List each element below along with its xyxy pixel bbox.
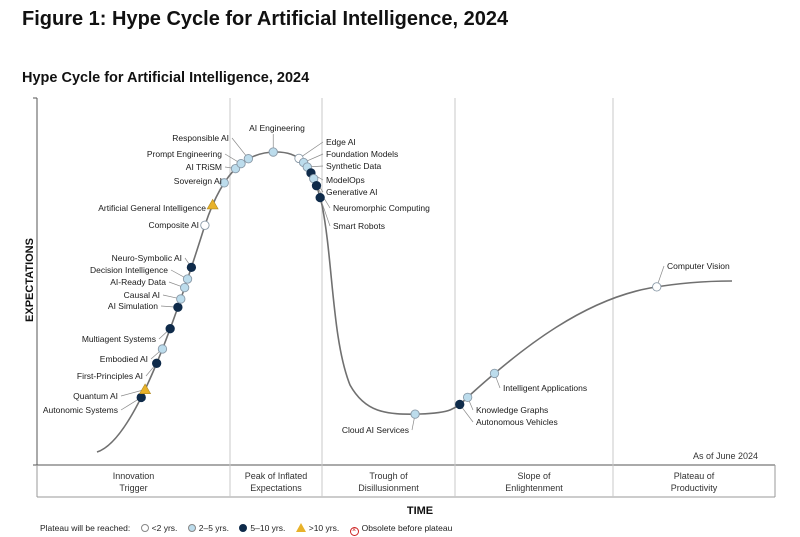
legend-lt2-icon — [140, 524, 149, 532]
marker-5to10-yrs — [165, 324, 175, 334]
marker-lt2-yrs — [652, 282, 662, 292]
technology-label: First-Principles AI — [77, 371, 143, 381]
marker-5to10-yrs — [311, 181, 322, 191]
legend-gt10-icon — [295, 523, 306, 532]
technology-label: Foundation Models — [326, 149, 398, 159]
legend-item: >10 yrs. — [308, 523, 340, 533]
technology-label: Causal AI — [124, 290, 160, 300]
phase-label: Expectations — [250, 483, 302, 493]
technology-label: Edge AI — [326, 137, 356, 147]
chart-frame — [33, 97, 776, 498]
marker-5to10-yrs — [136, 392, 146, 403]
hype-curve — [96, 151, 733, 453]
marker-2to5-yrs — [489, 368, 500, 379]
technology-label: Quantum AI — [73, 391, 118, 401]
legend-item: 2–5 yrs. — [198, 523, 230, 533]
marker-2to5-yrs — [182, 274, 193, 284]
as-of-note: As of June 2024 — [693, 451, 758, 461]
legend-2to5-icon — [187, 524, 196, 532]
technology-label: Autonomic Systems — [43, 405, 118, 415]
legend-item: <2 yrs. — [151, 523, 178, 533]
marker-2to5-yrs — [176, 294, 186, 304]
technology-label: ModelOps — [326, 175, 365, 185]
marker-5to10-yrs — [455, 399, 465, 410]
marker-lt2-yrs — [200, 220, 210, 230]
phase-label: Productivity — [671, 483, 718, 493]
marker-2to5-yrs — [410, 409, 420, 419]
chart-title: Hype Cycle for Artificial Intelligence, … — [22, 70, 310, 86]
technology-label: Synthetic Data — [326, 161, 382, 171]
phase-label: Peak of Inflated — [245, 471, 308, 481]
technology-label: Neuro-Symbolic AI — [112, 253, 182, 263]
technology-markers — [136, 147, 662, 419]
marker-gt10-yrs — [139, 383, 152, 394]
technology-label: Computer Vision — [667, 261, 730, 271]
marker-2to5-yrs — [219, 178, 229, 188]
marker-5to10-yrs — [186, 262, 197, 273]
legend: Plateau will be reached: <2 yrs. 2–5 yrs… — [40, 523, 452, 536]
technology-labels: Autonomic Systems Quantum AI First-Princip… — [43, 123, 730, 435]
technology-label: Cloud AI Services — [342, 425, 409, 435]
technology-label: Neuromorphic Computing — [333, 203, 430, 213]
marker-2to5-yrs — [179, 282, 190, 293]
marker-2to5-yrs — [157, 344, 168, 354]
technology-label: AI Simulation — [108, 301, 158, 311]
legend-5to10-icon — [239, 524, 248, 532]
legend-obsolete-icon: × — [349, 527, 359, 536]
phase-labels: Innovation Trigger Peak of Inflated Expecta… — [113, 471, 718, 493]
legend-label: Plateau will be reached: — [40, 523, 131, 533]
technology-label: Intelligent Applications — [503, 383, 587, 393]
technology-label: Decision Intelligence — [90, 265, 168, 275]
phase-label: Innovation — [113, 471, 155, 481]
technology-label: Composite AI — [148, 220, 199, 230]
phase-label: Slope of — [517, 471, 551, 481]
technology-label: AI TRiSM — [186, 162, 222, 172]
technology-label: Artificial General Intelligence — [98, 203, 206, 213]
technology-label: Smart Robots — [333, 221, 385, 231]
marker-2to5-yrs — [243, 154, 254, 164]
technology-label: AI-Ready Data — [110, 277, 166, 287]
technology-label: Embodied AI — [100, 354, 148, 364]
leader-line — [298, 141, 324, 159]
y-axis-label: EXPECTATIONS — [24, 238, 36, 322]
technology-label: AI Engineering — [249, 123, 305, 133]
marker-2to5-yrs — [462, 392, 473, 402]
marker-5to10-yrs — [152, 358, 162, 368]
marker-gt10-yrs — [206, 198, 219, 210]
legend-item: Obsolete before plateau — [361, 523, 453, 533]
technology-label: Responsible AI — [172, 133, 229, 143]
figure-title: Figure 1: Hype Cycle for Artificial Inte… — [22, 8, 509, 30]
technology-label: Autonomous Vehicles — [476, 417, 558, 427]
phase-label: Trough of — [369, 471, 408, 481]
x-axis-label: TIME — [407, 505, 433, 517]
technology-label: Prompt Engineering — [147, 149, 222, 159]
leader-line — [319, 197, 331, 227]
marker-5to10-yrs — [315, 192, 325, 203]
marker-2to5-yrs — [268, 147, 278, 157]
technology-label: Multiagent Systems — [82, 334, 156, 344]
technology-label: Generative AI — [326, 187, 378, 197]
phase-label: Plateau of — [674, 471, 715, 481]
technology-label: Knowledge Graphs — [476, 405, 548, 415]
phase-label: Disillusionment — [358, 483, 419, 493]
phase-label: Enlightenment — [505, 483, 563, 493]
marker-2to5-yrs — [236, 158, 246, 169]
legend-item: 5–10 yrs. — [250, 523, 286, 533]
technology-label: Sovereign AI — [174, 176, 222, 186]
phase-label: Trigger — [119, 483, 147, 493]
marker-5to10-yrs — [173, 302, 183, 312]
